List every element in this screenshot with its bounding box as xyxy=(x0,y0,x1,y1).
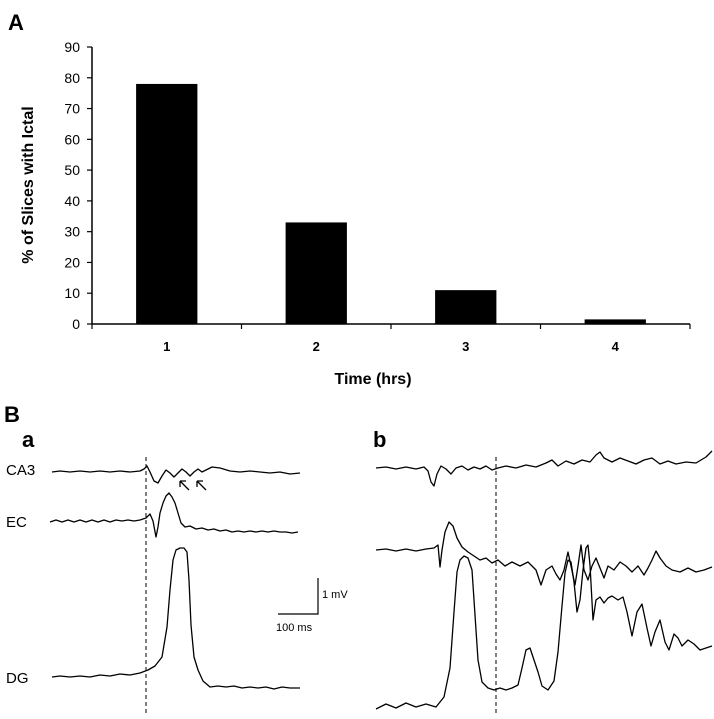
y-tick-label-3: 30 xyxy=(64,224,80,240)
trace-b-dg xyxy=(375,544,713,710)
y-tick-label-8: 80 xyxy=(64,70,80,86)
channel-label-dg: DG xyxy=(6,670,29,687)
x-tick-label-3: 4 xyxy=(612,339,620,354)
scale-bar xyxy=(278,578,319,615)
channel-label-ca3: CA3 xyxy=(6,462,35,479)
scale-bar-voltage-label: 1 mV xyxy=(322,589,348,601)
scale-bar-time-label: 100 ms xyxy=(276,622,313,634)
x-tick-label-2: 3 xyxy=(462,339,469,354)
trace-a-dg xyxy=(51,547,300,690)
bar-3 xyxy=(435,290,497,324)
x-ticks: 1 2 3 4 xyxy=(91,324,691,354)
subpanel-b-label: b xyxy=(373,427,386,452)
trace-b-ca3 xyxy=(375,450,713,487)
y-tick-label-0: 0 xyxy=(72,316,80,332)
trace-b-ec xyxy=(375,521,713,586)
y-tick-label-9: 90 xyxy=(64,39,80,55)
panel-a-label: A xyxy=(8,10,24,35)
trace-a-ca3 xyxy=(51,465,301,484)
bar-1 xyxy=(136,83,198,324)
x-tick-label-0: 1 xyxy=(163,339,170,354)
bar-chart: 0 10 20 30 40 50 60 70 80 90 1 2 3 4 % of Slices wit… xyxy=(20,39,691,388)
y-tick-label-2: 20 xyxy=(64,254,80,270)
subpanel-a-label: a xyxy=(22,427,35,452)
channel-label-ec: EC xyxy=(6,514,27,531)
y-tick-label-4: 40 xyxy=(64,193,80,209)
y-tick-label-5: 50 xyxy=(64,162,80,178)
bar-2 xyxy=(285,222,347,324)
arrow-2-icon xyxy=(196,480,207,491)
panel-b-label: B xyxy=(4,402,20,427)
x-axis-label: Time (hrs) xyxy=(334,371,411,388)
bar-4 xyxy=(584,319,646,324)
y-tick-label-7: 70 xyxy=(64,101,80,117)
y-axis-label: % of Slices with Ictal xyxy=(20,106,37,263)
y-tick-label-1: 10 xyxy=(64,285,80,301)
y-ticks: 0 10 20 30 40 50 60 70 80 90 xyxy=(64,39,92,332)
x-tick-label-1: 2 xyxy=(313,339,320,354)
trace-a-ec xyxy=(49,492,299,538)
arrow-1-icon xyxy=(179,480,190,491)
y-tick-label-6: 60 xyxy=(64,131,80,147)
bars xyxy=(136,83,646,324)
